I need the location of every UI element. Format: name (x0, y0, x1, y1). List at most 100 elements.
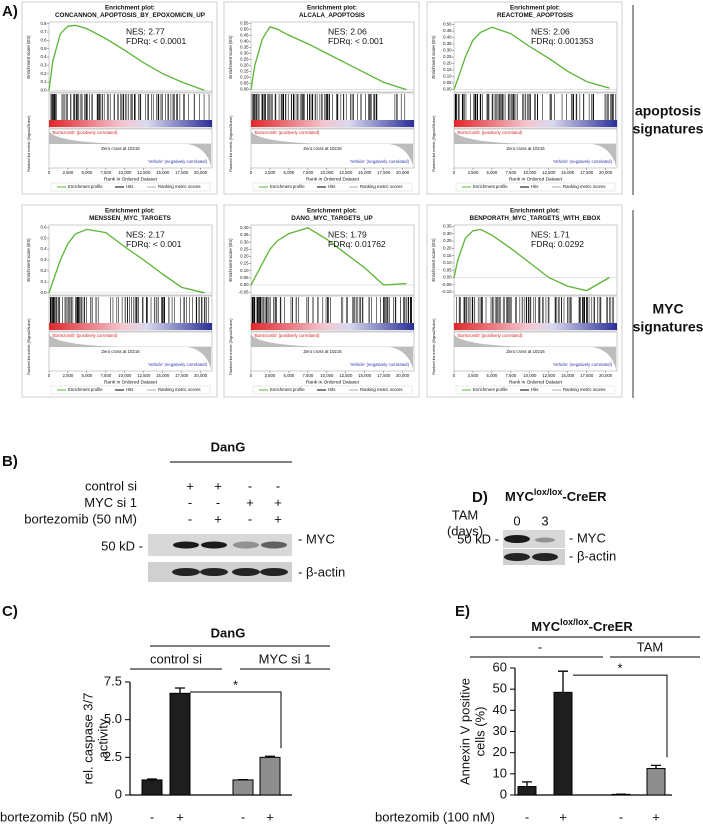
y-tick-label: 0.30 (240, 239, 249, 244)
y-tick-label: 0.2 (41, 268, 48, 273)
rank-colorbar (251, 120, 414, 127)
x-tick-label: 0 (250, 170, 253, 175)
band (261, 541, 287, 549)
y-tick-label: 30 (493, 723, 507, 738)
zero-cross: Zero cross at 10216 (506, 146, 545, 151)
x-axis-label: Rank in Ordered Dataset (509, 379, 563, 385)
x-tick-label: 15,000 (156, 373, 170, 378)
band (233, 541, 259, 549)
y-tick-label: 0.0 (41, 290, 48, 295)
neg-label: 'Vehicle' (negatively correlated) (553, 159, 613, 164)
x-tick-label: 5,000 (487, 373, 498, 378)
pos-label: 'Bortezomib' (positively correlated) (457, 333, 523, 338)
y-tick-label: 0.25 (240, 57, 249, 62)
x-tick-label: 10,000 (523, 373, 537, 378)
y-tick-label: 0.05 (240, 275, 249, 280)
x-tick-label: 17,500 (580, 170, 594, 175)
y-tick-label: 0.40 (240, 38, 249, 43)
legend-frame (50, 385, 211, 395)
lane-sign: + (186, 478, 194, 493)
x-tick-label: + (176, 809, 184, 824)
panel-label: A) (2, 3, 18, 20)
x-tick-label: 0 (453, 373, 456, 378)
x-tick-label: + (652, 809, 660, 824)
legend-frame (252, 182, 413, 192)
legend-label: Ranking metric scores (563, 184, 606, 189)
band-label: - MYC (298, 531, 335, 546)
error-bar (175, 687, 185, 694)
annotation: FDRq: 0.001353 (531, 36, 594, 46)
bar (232, 779, 254, 796)
plot-heading: Enrichment plot: (105, 208, 155, 215)
legend-label: Ranking metric scores (360, 387, 403, 392)
error-bar (147, 778, 157, 780)
condition-label: TAM (452, 507, 478, 522)
annotation: FDRq: 0.01762 (328, 239, 386, 249)
row-label: control si (85, 478, 137, 493)
pos-label: 'Bortezomib' (positively correlated) (52, 333, 118, 338)
y-tick-label: 0.55 (240, 20, 249, 25)
lane-label: 3 (541, 513, 548, 528)
legend-frame (455, 182, 616, 192)
y-tick-label: 0.00 (240, 87, 249, 92)
metric-frame (48, 128, 213, 169)
side-label: MYC (652, 301, 683, 317)
y-tick-label: 0.5 (41, 235, 48, 240)
x-tick-label: - (619, 809, 623, 824)
blot-title: MYClox/lox-CreER (505, 487, 607, 504)
group-label: control si (150, 651, 202, 666)
group-label: TAM (637, 639, 663, 654)
y-tick-label: 10 (493, 765, 507, 780)
neg-label: 'Vehicle' (negatively correlated) (148, 362, 208, 367)
y-axis-label-box: Annexin V positive cells (%) (457, 678, 487, 785)
legend-frame (252, 385, 413, 395)
y-tick-label: 0.10 (443, 260, 452, 265)
x-tick-label: 20,000 (599, 170, 613, 175)
plot-heading: Enrichment plot: (307, 208, 357, 215)
blot-title: DanG (211, 439, 246, 454)
x-tick-label: 20,000 (396, 373, 410, 378)
x-tick-label: 2,500 (63, 170, 74, 175)
enrichment-curve (48, 228, 205, 294)
neg-label: 'Vehicle' (negatively correlated) (148, 159, 208, 164)
y-axis-label: rel. caspase 3/7 activity (80, 692, 110, 785)
x-tick-label: 10,000 (118, 170, 132, 175)
y-tick-label: 0.1 (41, 279, 48, 284)
significance-label: * (233, 677, 238, 692)
plot-heading: Enrichment plot: (510, 5, 560, 12)
y-tick-label: 5.0 (104, 711, 122, 726)
lane-sign: - (188, 511, 192, 526)
chart-title: DanG (211, 625, 246, 640)
annotation: FDRq: < 0.001 (126, 239, 182, 249)
band (232, 568, 260, 576)
plot-title: REACTOME_APOPTOSIS (497, 12, 573, 19)
x-tick-label: 0 (48, 373, 51, 378)
x-tick-label: 20,000 (396, 170, 410, 175)
enrichment-curve (48, 24, 205, 91)
y-tick-label: 0.00 (240, 282, 249, 287)
y-tick-label: 0.3 (41, 62, 48, 67)
rank-colorbar (251, 323, 414, 330)
legend-label: Enrichment profile (68, 184, 103, 189)
lane-sign: + (214, 478, 222, 493)
zero-cross: Zero cross at 10216 (303, 349, 342, 354)
es-frame (48, 224, 213, 296)
legend-label: Enrichment profile (270, 387, 305, 392)
y-tick-label: 0.25 (443, 54, 452, 59)
y-tick-label: 2.5 (104, 749, 122, 764)
band-label: - β-actin (569, 548, 616, 563)
zero-cross: Zero cross at 10216 (303, 146, 342, 151)
legend-label: Ranking metric scores (563, 387, 606, 392)
group-label: - (538, 639, 542, 654)
title-part: MYC (505, 489, 535, 504)
annotation: NES: 1.71 (531, 229, 570, 239)
error-bar (651, 764, 661, 769)
x-tick-label: 10,000 (320, 373, 334, 378)
x-tick-label: 17,500 (377, 373, 391, 378)
x-tick-label: 17,500 (377, 170, 391, 175)
blot-myc (503, 530, 565, 548)
y-tick-label: 0 (500, 786, 507, 801)
band (504, 553, 530, 561)
